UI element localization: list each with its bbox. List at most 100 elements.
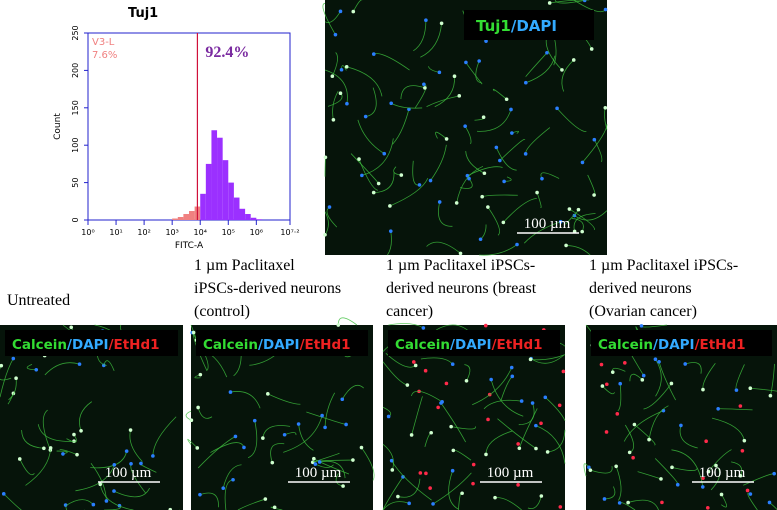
- neurite: [199, 492, 219, 508]
- nucleus: [151, 454, 155, 458]
- nucleus: [69, 325, 74, 330]
- nucleus: [0, 363, 4, 368]
- panel-caption: iPSCs-derived neurons: [194, 280, 341, 297]
- neurite: [671, 466, 698, 471]
- nucleus: [266, 392, 270, 396]
- x-tick-label: 10⁴: [194, 228, 207, 237]
- neurite: [392, 109, 410, 145]
- overlay-part: /: [300, 337, 305, 353]
- overlay-part: /: [653, 337, 658, 353]
- histogram-bar: [256, 219, 262, 220]
- neurite: [129, 429, 143, 462]
- neurite: [284, 432, 297, 436]
- nucleus: [580, 160, 585, 165]
- neurite: [197, 407, 213, 419]
- neurite: [65, 504, 85, 510]
- nucleus: [567, 207, 572, 211]
- overlay-part: EtHd1: [497, 337, 543, 353]
- nucleus: [323, 155, 328, 160]
- nucleus: [424, 18, 428, 22]
- nucleus: [282, 432, 287, 437]
- nucleus: [547, 1, 552, 5]
- neurite: [426, 241, 461, 254]
- neurite: [382, 476, 404, 510]
- nucleus: [675, 482, 680, 487]
- neurite: [270, 443, 285, 463]
- neurite: [331, 52, 338, 77]
- nucleus: [261, 436, 265, 440]
- nucleus: [396, 494, 400, 499]
- neurite: [230, 391, 261, 409]
- neurite: [0, 365, 12, 381]
- nucleus: [535, 190, 539, 195]
- neurite: [497, 418, 537, 449]
- histogram-bar: [228, 182, 234, 220]
- nucleus: [221, 486, 226, 491]
- scale-bar-label: 100 µm: [524, 216, 571, 232]
- neurite: [623, 410, 664, 442]
- plot-frame: [87, 32, 291, 221]
- neurite: [37, 424, 75, 442]
- nucleus: [504, 97, 509, 102]
- nucleus: [618, 381, 622, 386]
- histogram-bar: [222, 160, 229, 220]
- histogram-bar: [245, 214, 251, 220]
- nucleus: [91, 502, 96, 507]
- neurite: [25, 447, 52, 486]
- neurite: [464, 125, 472, 145]
- nucleus: [228, 390, 233, 394]
- neurite: [485, 430, 513, 455]
- neurite: [365, 87, 377, 117]
- neurite: [679, 425, 698, 449]
- histogram-bar: [239, 208, 246, 220]
- nucleus: [480, 194, 484, 199]
- neurite: [346, 66, 383, 97]
- nucleus: [589, 47, 594, 51]
- neurite: [391, 102, 423, 109]
- neurite: [324, 211, 329, 236]
- neurite: [438, 201, 453, 227]
- nucleus: [510, 131, 514, 135]
- overlay-part: DAPI: [263, 337, 300, 353]
- neurite: [710, 465, 721, 491]
- neurite: [561, 59, 575, 92]
- nucleus: [191, 330, 196, 335]
- nucleus: [706, 469, 711, 474]
- neurite: [324, 69, 348, 104]
- neurite: [197, 436, 236, 469]
- neurite: [549, 0, 590, 4]
- dead-cell: [738, 404, 743, 408]
- nucleus: [233, 434, 238, 439]
- nucleus: [714, 463, 718, 468]
- neurite: [582, 124, 608, 163]
- neurite: [721, 494, 728, 508]
- nucleus: [344, 422, 348, 427]
- nucleus: [571, 58, 576, 62]
- neurite: [426, 95, 460, 107]
- overlay-part: EtHd1: [305, 337, 351, 353]
- neurite: [540, 172, 560, 179]
- neurite: [731, 461, 743, 476]
- nucleus: [588, 468, 593, 472]
- nucleus: [417, 183, 422, 187]
- x-tick-label: 10⁵: [222, 228, 235, 237]
- nucleus: [460, 491, 464, 496]
- neurite: [574, 210, 608, 221]
- nucleus: [510, 374, 515, 379]
- neurite: [298, 424, 314, 451]
- nucleus: [524, 80, 528, 85]
- overlay-part: /: [67, 337, 72, 353]
- neurite: [483, 399, 522, 410]
- neurite: [634, 424, 656, 446]
- nucleus: [653, 357, 658, 362]
- nucleus: [104, 499, 109, 503]
- neurite: [324, 11, 341, 23]
- nucleus: [363, 114, 368, 119]
- neurite: [460, 178, 473, 189]
- nucleus: [587, 465, 591, 470]
- nucleus: [128, 428, 133, 432]
- neurite: [59, 449, 78, 456]
- nucleus: [390, 468, 395, 472]
- neurite: [222, 464, 242, 489]
- nucleus: [564, 243, 568, 248]
